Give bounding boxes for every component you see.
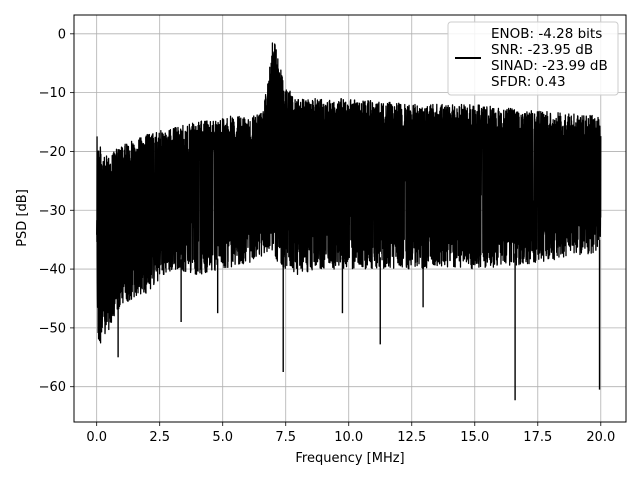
x-axis-ticks: 0.0 2.5 5.0 7.5 10.0 12.5 15.0 17.5 20.0 bbox=[86, 422, 615, 445]
y-tick-label: 0 bbox=[58, 27, 66, 42]
x-axis-label: Frequency [MHz] bbox=[295, 451, 404, 466]
legend-box bbox=[447, 21, 619, 96]
x-tick-label: 10.0 bbox=[334, 430, 363, 445]
x-tick-label: 12.5 bbox=[397, 430, 426, 445]
y-axis-ticks: 0 −10 −20 −30 −40 −50 −60 bbox=[39, 27, 74, 395]
legend-sfdr: SFDR: 0.43 bbox=[491, 74, 566, 90]
y-tick-label: −30 bbox=[39, 204, 66, 219]
y-tick-label: −10 bbox=[39, 86, 66, 101]
legend: ENOB: -4.28 bits SNR: -23.95 dB SINAD: -… bbox=[447, 21, 619, 96]
legend-enob: ENOB: -4.28 bits bbox=[491, 26, 602, 42]
x-tick-label: 0.0 bbox=[86, 430, 107, 445]
x-tick-label: 15.0 bbox=[460, 430, 489, 445]
y-tick-label: −40 bbox=[39, 263, 66, 278]
legend-snr: SNR: -23.95 dB bbox=[491, 42, 593, 58]
legend-sinad: SINAD: -23.99 dB bbox=[491, 58, 608, 74]
y-tick-label: −60 bbox=[39, 380, 66, 395]
x-tick-label: 20.0 bbox=[586, 430, 615, 445]
x-tick-label: 17.5 bbox=[523, 430, 552, 445]
x-tick-label: 2.5 bbox=[149, 430, 170, 445]
x-tick-label: 7.5 bbox=[275, 430, 296, 445]
y-tick-label: −20 bbox=[39, 145, 66, 160]
plot-area-frame bbox=[73, 14, 627, 423]
psd-series-line bbox=[96, 42, 602, 344]
y-axis-label: PSD [dB] bbox=[15, 189, 30, 247]
y-tick-label: −50 bbox=[39, 321, 66, 336]
x-tick-label: 5.0 bbox=[212, 430, 233, 445]
series-layer bbox=[96, 42, 602, 401]
